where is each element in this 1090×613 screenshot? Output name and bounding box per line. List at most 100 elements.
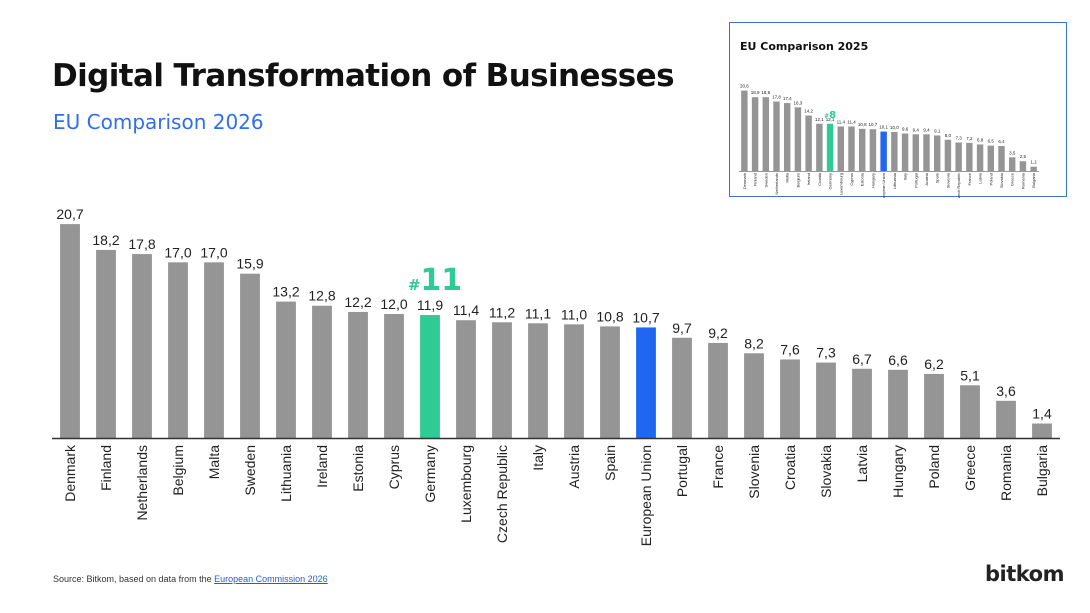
- value-label-finland: 18,2: [92, 232, 119, 248]
- inset-chart-title: EU Comparison 2025: [740, 40, 869, 53]
- bar-finland: [96, 249, 116, 438]
- category-label-finland: Finland: [753, 173, 758, 186]
- source-text: Source: Bitkom, based on data from the: [53, 574, 215, 584]
- bar-denmark: [60, 224, 80, 438]
- category-label-slovakia: Slovakia: [818, 445, 834, 498]
- bar-estonia: [348, 311, 368, 438]
- bar-european-union: [636, 327, 656, 438]
- bar-netherlands: [773, 101, 780, 171]
- value-label-germany: 11,9: [417, 297, 443, 313]
- category-label-luxembourg: Luxembourg: [458, 445, 474, 523]
- value-label-hungary: 6,6: [888, 352, 908, 368]
- category-label-germany: Germany: [422, 445, 438, 503]
- value-label-czech-republic: 11,2: [489, 304, 515, 320]
- bar-lithuania: [276, 301, 296, 438]
- category-label-greece: Greece: [1010, 172, 1015, 186]
- category-label-romania: Romania: [1020, 172, 1025, 189]
- bar-cyprus: [848, 126, 855, 171]
- category-label-spain: Spain: [602, 445, 618, 481]
- category-label-portugal: Portugal: [913, 173, 918, 188]
- bar-european-union: [880, 131, 887, 171]
- value-label-latvia: 6,8: [977, 137, 984, 142]
- bar-france: [966, 142, 973, 171]
- bar-latvia: [976, 144, 984, 171]
- category-label-denmark: Denmark: [62, 444, 78, 502]
- value-label-germany: 12,1: [826, 117, 835, 122]
- bar-cyprus: [384, 314, 404, 438]
- category-label-estonia: Estonia: [350, 445, 366, 492]
- category-label-malta: Malta: [206, 445, 222, 479]
- value-label-austria: 9,4: [923, 127, 930, 132]
- category-label-slovenia: Slovenia: [945, 172, 950, 188]
- bar-poland: [924, 373, 944, 438]
- category-label-bulgaria: Bulgaria: [1034, 445, 1050, 497]
- bar-belgium: [794, 107, 802, 171]
- category-label-slovakia: Slovakia: [999, 172, 1004, 188]
- category-label-austria: Austria: [924, 172, 929, 185]
- value-label-ireland: 12,8: [308, 288, 335, 304]
- bar-germany: [420, 315, 440, 438]
- value-label-european-union: 10,1: [879, 125, 888, 130]
- value-label-austria: 11,0: [561, 306, 587, 322]
- category-label-greece: Greece: [962, 445, 978, 491]
- category-label-bulgaria: Bulgaria: [1031, 172, 1036, 187]
- value-label-netherlands: 17,8: [128, 236, 155, 252]
- category-label-portugal: Portugal: [674, 445, 690, 497]
- category-label-hungary: Hungary: [890, 445, 906, 498]
- value-label-slovakia: 7,3: [816, 345, 836, 361]
- category-label-netherlands: Netherlands: [774, 173, 779, 195]
- value-label-denmark: 20,7: [56, 206, 83, 222]
- bar-bulgaria: [1030, 166, 1037, 171]
- bar-germany: [826, 123, 834, 171]
- chart-subtitle: EU Comparison 2026: [53, 110, 264, 134]
- category-label-italy: Italy: [530, 445, 546, 471]
- value-label-spain: 10,8: [596, 308, 623, 324]
- category-label-croatia: Croatia: [817, 172, 822, 186]
- category-label-poland: Poland: [988, 173, 993, 185]
- value-label-slovenia: 8,2: [744, 335, 764, 351]
- category-label-estonia: Estonia: [860, 172, 865, 186]
- bar-italy: [901, 133, 909, 171]
- value-label-malta: 17,0: [200, 244, 227, 260]
- value-label-lithuania: 13,2: [272, 284, 299, 300]
- category-label-netherlands: Netherlands: [134, 445, 150, 521]
- category-label-lithuania: Lithuania: [892, 172, 897, 189]
- bar-hungary: [869, 129, 877, 171]
- category-label-finland: Finland: [98, 445, 114, 491]
- bar-slovakia: [998, 146, 1005, 171]
- bar-greece: [960, 385, 980, 438]
- bar-sweden: [240, 273, 260, 438]
- category-label-france: France: [710, 445, 726, 489]
- category-label-hungary: Hungary: [870, 173, 875, 188]
- category-label-austria: Austria: [566, 445, 582, 489]
- value-label-estonia: 12,2: [344, 294, 371, 310]
- value-label-romania: 3,6: [996, 383, 1016, 399]
- value-label-croatia: 12,1: [815, 117, 824, 122]
- bar-portugal: [912, 134, 919, 171]
- value-label-belgium: 16,3: [794, 100, 803, 105]
- value-label-portugal: 9,4: [913, 127, 920, 132]
- value-label-croatia: 7,6: [780, 341, 800, 357]
- bar-romania: [996, 400, 1016, 438]
- bar-latvia: [852, 368, 872, 438]
- bar-france: [708, 342, 728, 438]
- bar-slovenia: [944, 139, 952, 171]
- value-label-finland: 18,9: [751, 90, 760, 95]
- bitkom-logo: bitkom: [985, 562, 1064, 586]
- category-label-italy: Italy: [903, 173, 908, 180]
- category-label-germany: Germany: [828, 173, 833, 189]
- value-label-poland: 6,2: [924, 356, 944, 372]
- value-label-hungary: 10,7: [869, 122, 878, 127]
- value-label-ireland: 14,2: [804, 109, 813, 114]
- inset-bar-chart: 20,6 Denmark 18,9 Finland 18,9 Sweden 17,8 Neth…: [739, 84, 1039, 198]
- value-label-france: 7,2: [966, 136, 973, 141]
- category-label-ireland: Ireland: [806, 173, 811, 185]
- source-link[interactable]: European Commission 2026: [214, 574, 328, 584]
- value-label-belgium: 17,0: [164, 244, 191, 260]
- value-label-spain: 9,1: [934, 128, 941, 133]
- category-label-european-union: European Union: [638, 445, 654, 546]
- category-label-lithuania: Lithuania: [278, 445, 294, 502]
- value-label-cyprus: 12,0: [380, 296, 407, 312]
- bar-spain: [934, 135, 941, 171]
- category-label-slovenia: Slovenia: [746, 445, 762, 499]
